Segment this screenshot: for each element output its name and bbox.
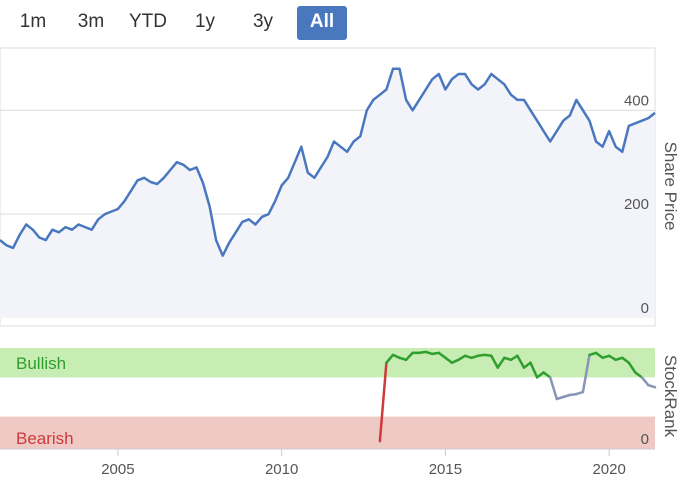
stockrank-segment-20 [509,354,519,362]
x-tick-label-2005: 2005 [101,461,134,478]
price-tick-label-0: 0 [641,300,649,317]
stockrank-segment-25 [542,371,552,379]
price-y-ticks: 0 200 400 [624,92,649,317]
stockrank-segment-37 [621,356,631,364]
bearish-zone-label: Bearish [16,429,74,448]
stockrank-segment-23 [529,361,539,379]
stockrank-tick-label-0: 0 [641,431,649,448]
stockrank-segment-18 [496,356,506,369]
stockrank-segment-9 [437,351,447,360]
range-selector: 1m 3m YTD 1y 3y All [0,0,380,44]
x-tick-label-2020: 2020 [592,461,625,478]
stockrank-segment-24 [535,371,545,379]
price-panel: 0 200 400 Share Price [0,47,680,327]
stockrank-segment-39 [634,371,644,379]
stockrank-y-axis-title: StockRank [661,355,680,438]
x-axis-ticks: 2005 2010 2015 2020 [101,449,626,478]
range-button-3y[interactable]: 3y [252,11,274,32]
range-button-1m[interactable]: 1m [19,11,47,32]
bearish-zone [0,416,655,449]
x-tick-label-2015: 2015 [429,461,462,478]
stockrank-segment-10 [444,356,454,364]
stockrank-segment-12 [457,354,467,362]
stockrank-panel: Bullish Bearish 0 StockRank [0,348,680,449]
stockrank-segment-41 [647,383,657,389]
range-button-3m[interactable]: 3m [77,11,105,32]
price-line [0,67,656,257]
range-button-ytd[interactable]: YTD [129,11,167,32]
range-button-1y[interactable]: 1y [194,11,216,32]
price-area [0,68,655,318]
stockrank-segment-4 [404,351,414,362]
stockrank-segment-35 [607,354,617,362]
range-button-all[interactable]: All [297,6,347,40]
stockrank-segment-33 [594,351,604,360]
stockrank-segment-31 [581,353,591,394]
bullish-zone [0,348,655,378]
stockrank-y-ticks: 0 [641,431,649,448]
stockrank-segment-38 [627,361,637,374]
stockrank-segment-40 [640,376,650,387]
stockrank-segment-26 [548,376,559,401]
x-tick-label-2010: 2010 [265,461,298,478]
price-y-axis-title: Share Price [661,142,680,231]
bullish-zone-label: Bullish [16,354,66,373]
price-tick-label-200: 200 [624,196,649,213]
stockrank-segment-0 [378,361,388,443]
stockrank-lines [378,350,657,443]
price-tick-label-400: 400 [624,92,649,109]
stockrank-segment-22 [522,361,532,369]
stockrank-segment-17 [490,354,500,369]
stockrank-segment-21 [516,354,526,369]
stockrank-segment-1 [385,353,395,364]
